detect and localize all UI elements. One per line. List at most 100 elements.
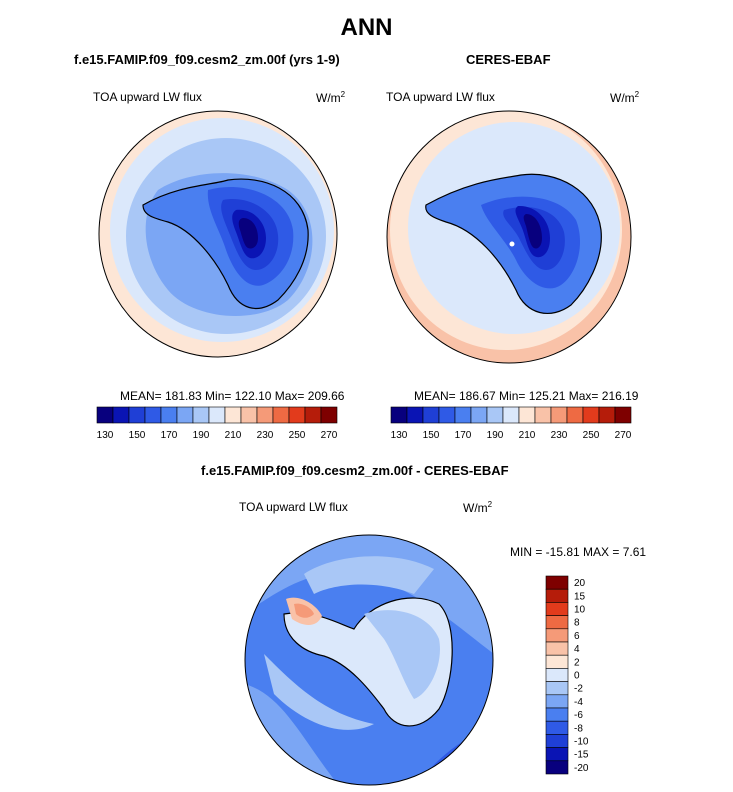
- obs-colorbar-box-140: [406, 406, 424, 424]
- model-colorbar-tick-230: 230: [257, 430, 274, 440]
- model-colorbar-box-150: [128, 406, 146, 424]
- obs-stats: MEAN= 186.67 Min= 125.21 Max= 216.19: [414, 389, 639, 403]
- model-colorbar-box-230: [256, 406, 274, 424]
- diff-colorbar-box-10: [545, 602, 569, 616]
- diff-colorbar-tick--2: -2: [574, 684, 583, 695]
- diff-colorbar-box-2: [545, 654, 569, 669]
- model-colorbar-tick-250: 250: [289, 430, 306, 440]
- diff-field-minus2-north: [304, 556, 434, 594]
- diff-units-base: W/m: [463, 501, 488, 515]
- diff-colorbar-tick--6: -6: [574, 710, 583, 721]
- model-variable-label: TOA upward LW flux: [93, 90, 202, 104]
- diff-colorbar-tick-4: 4: [574, 644, 580, 655]
- model-colorbar-box-200: [208, 406, 226, 424]
- figure-title: ANN: [340, 14, 393, 41]
- diff-colorbar-box-20: [545, 575, 569, 590]
- model-colorbar-box-170: [160, 406, 178, 424]
- model-units-exp: 2: [340, 90, 346, 99]
- diff-land-minus2: [364, 610, 440, 699]
- obs-colorbar-box-190: [486, 406, 504, 424]
- diff-colorbar-box-4: [545, 641, 569, 656]
- diff-colorbar-boxes: [545, 575, 569, 775]
- model-colorbar: 130 150 170 190 210 230 250 270: [96, 406, 338, 440]
- model-units-label: W/m2: [316, 90, 345, 105]
- obs-colorbar-box-200: [502, 406, 520, 424]
- model-colorbar-boxes: [96, 406, 338, 424]
- model-colorbar-tick-150: 150: [129, 430, 146, 440]
- obs-colorbar-tick-170: 170: [455, 430, 472, 440]
- model-plateau-130: [238, 218, 258, 249]
- model-colorbar-box-220: [240, 406, 258, 424]
- obs-colorbar-box-260: [598, 406, 616, 424]
- diff-colorbar-box--8: [545, 720, 569, 735]
- diff-stats: MIN = -15.81 MAX = 7.61: [510, 545, 647, 559]
- model-map-fill: [99, 111, 337, 357]
- obs-colorbar-box-270: [614, 406, 632, 424]
- diff-units-label: W/m2: [463, 500, 492, 515]
- model-colorbar-box-260: [304, 406, 322, 424]
- model-colorbar-box-160: [144, 406, 162, 424]
- diff-map-border: [244, 534, 494, 786]
- model-colorbar-tick-210: 210: [225, 430, 242, 440]
- obs-units-base: W/m: [610, 91, 635, 105]
- obs-map-border: [386, 110, 632, 364]
- obs-colorbar-box-130: [390, 406, 408, 424]
- diff-colorbar-tick--8: -8: [574, 723, 583, 734]
- model-colorbar-box-140: [112, 406, 130, 424]
- model-colorbar-tick-190: 190: [193, 430, 210, 440]
- diff-colorbar-box--20: [545, 760, 569, 775]
- diff-colorbar-box--4: [545, 694, 569, 709]
- diff-variable-label: TOA upward LW flux: [239, 500, 348, 514]
- obs-colorbar-ticks: 130 150 170 190 210 230 250 270: [391, 430, 632, 440]
- diff-colorbar-box--6: [545, 707, 569, 722]
- obs-colorbar-box-250: [582, 406, 600, 424]
- model-polar-map: [98, 110, 338, 358]
- obs-polar-map: [386, 110, 632, 364]
- model-colorbar-tick-130: 130: [97, 430, 114, 440]
- obs-colorbar-box-170: [454, 406, 472, 424]
- model-colorbar-tick-270: 270: [321, 430, 338, 440]
- diff-map-fill: [245, 535, 493, 785]
- diff-colorbar-box-15: [545, 588, 569, 603]
- diff-polar-map: [244, 534, 494, 786]
- diff-colorbar-tick--10: -10: [574, 737, 589, 748]
- obs-colorbar-tick-230: 230: [551, 430, 568, 440]
- model-stats: MEAN= 181.83 Min= 122.10 Max= 209.66: [120, 389, 345, 403]
- diff-colorbar-box--10: [545, 734, 569, 748]
- diff-colorbar-tick-20: 20: [574, 578, 586, 589]
- diff-colorbar-box--2: [545, 681, 569, 696]
- diff-units-exp: 2: [487, 500, 493, 509]
- obs-panel-title: CERES-EBAF: [466, 52, 551, 67]
- diff-colorbar-box-0: [545, 668, 569, 682]
- diff-colorbar-tick-8: 8: [574, 618, 580, 629]
- diff-colorbar-tick--15: -15: [574, 750, 589, 761]
- obs-colorbar-tick-210: 210: [519, 430, 536, 440]
- model-colorbar-box-250: [288, 406, 306, 424]
- diff-colorbar-tick-6: 6: [574, 631, 580, 642]
- obs-colorbar-box-230: [550, 406, 568, 424]
- diff-colorbar-tick-10: 10: [574, 605, 586, 616]
- obs-units-exp: 2: [634, 90, 640, 99]
- obs-colorbar-tick-270: 270: [615, 430, 632, 440]
- model-colorbar-box-180: [176, 406, 194, 424]
- obs-colorbar-box-220: [534, 406, 552, 424]
- diff-colorbar-box-8: [545, 615, 569, 630]
- obs-colorbar-box-240: [566, 406, 584, 424]
- diff-colorbar-box-6: [545, 628, 569, 643]
- diff-colorbar-tick--4: -4: [574, 697, 583, 708]
- model-panel-title: f.e15.FAMIP.f09_f09.cesm2_zm.00f (yrs 1-…: [74, 52, 340, 67]
- obs-colorbar-box-180: [470, 406, 488, 424]
- diff-colorbar-tick-2: 2: [574, 657, 580, 668]
- diff-panel-title: f.e15.FAMIP.f09_f09.cesm2_zm.00f - CERES…: [201, 463, 509, 478]
- model-colorbar-ticks: 130 150 170 190 210 230 250 270: [97, 430, 338, 440]
- diff-field-plus6: [294, 603, 314, 618]
- diff-colorbar-tick--20: -20: [574, 763, 589, 774]
- obs-colorbar-boxes: [390, 406, 632, 424]
- model-map-border: [98, 110, 338, 358]
- obs-colorbar-box-150: [422, 406, 440, 424]
- model-colorbar-box-210: [224, 406, 242, 424]
- diff-field-minus4-north: [245, 535, 493, 654]
- diff-colorbar-box--15: [545, 747, 569, 762]
- obs-colorbar-tick-150: 150: [423, 430, 440, 440]
